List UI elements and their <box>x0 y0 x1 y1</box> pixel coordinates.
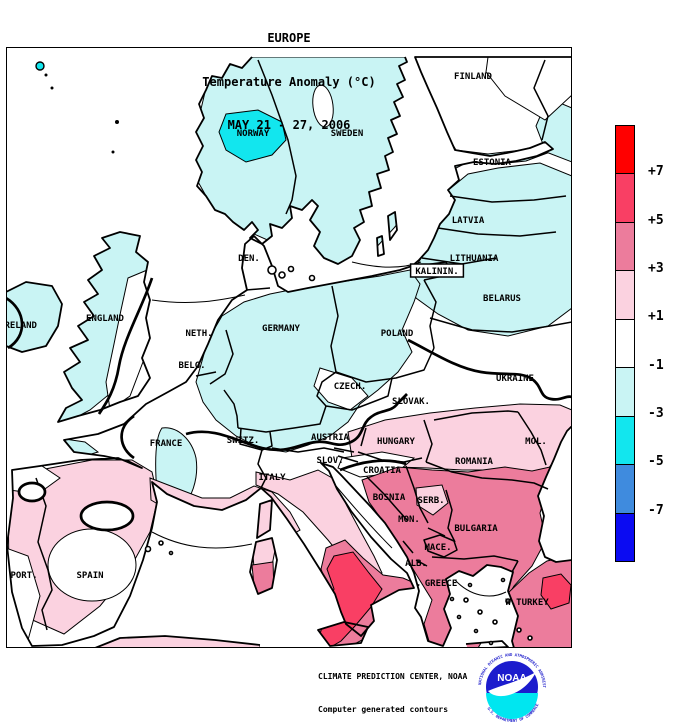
colorbar-segment <box>616 173 634 222</box>
map-country-label: MON. <box>398 515 420 525</box>
attribution-line2: Computer generated contours <box>318 705 449 714</box>
map-header: EUROPE Temperature Anomaly (°C) MAY 21 -… <box>6 2 572 162</box>
colorbar-segment <box>616 415 634 465</box>
map-country-label: MACE. <box>424 543 451 553</box>
map-country-label: NETH. <box>185 329 212 339</box>
map-country-label: SLOVAK. <box>392 397 430 407</box>
map-country-label: CZECH. <box>334 382 367 392</box>
map-country-label: NORWAY <box>237 129 270 139</box>
country-label-layer: NORWAY SWEDEN FINLAND ESTONIA LATVIA LITHUANI… <box>0 72 549 608</box>
coastlines <box>6 56 572 648</box>
colorbar-segment <box>616 270 634 319</box>
region-hottest-turkey <box>540 573 572 610</box>
logo-noaa-text: NOAA <box>497 673 526 684</box>
map-country-label: AUSTRIA <box>311 433 350 443</box>
colorbar-segment <box>616 512 634 561</box>
colorbar-tick-label: -3 <box>648 406 664 421</box>
map-country-label: FRANCE <box>150 439 183 449</box>
page-subtitle: Temperature Anomaly (°C) <box>202 74 376 89</box>
colorbar-tick-label: +3 <box>648 261 664 276</box>
map-country-label: IRELAND <box>0 321 38 331</box>
map-country-label: BELARUS <box>483 294 521 304</box>
map-country-label: MOL. <box>525 437 547 447</box>
colorbar-tick-label: +5 <box>648 212 664 228</box>
country-borders <box>35 59 572 631</box>
page-daterange: MAY 21 - 27, 2006 <box>227 118 351 132</box>
map-country-label: LATVIA <box>452 216 485 226</box>
map-country-label: ESTONIA <box>473 158 512 168</box>
colorbar-segment <box>616 464 634 513</box>
colorbar-tick-label: -5 <box>648 454 664 470</box>
page-title: EUROPE <box>267 31 311 45</box>
map-frame <box>6 47 572 648</box>
colorbar-segment <box>616 126 634 174</box>
colorbar-segment <box>616 367 634 416</box>
map-country-label: KALININ. <box>415 267 458 277</box>
map-country-label: SWITZ. <box>227 436 260 446</box>
map-country-label: ALB. <box>405 559 427 569</box>
region-coldcore-norway <box>218 109 287 163</box>
map-country-label: SPAIN <box>76 571 103 581</box>
map-country-label: BULGARIA <box>454 524 498 534</box>
map-country-label: SERB. <box>417 496 444 506</box>
colorbar-segment <box>616 318 634 368</box>
map-country-label: SLOV. <box>316 456 343 466</box>
colorbar-tick-label: +7 <box>648 164 664 180</box>
map-country-label: CROATIA <box>363 466 402 476</box>
map-country-label: LITHUANIA <box>450 254 499 264</box>
map-country-label: DEN. <box>238 254 260 264</box>
map-country-label: PORT. <box>10 571 37 581</box>
attribution-line1: CLIMATE PREDICTION CENTER, NOAA <box>318 672 468 681</box>
logo-sea <box>486 693 538 719</box>
map-country-label: FINLAND <box>454 72 493 82</box>
logo-seagull-icon <box>488 672 536 697</box>
map-country-label: ROMANIA <box>455 457 494 467</box>
small-islands <box>35 61 533 646</box>
colorbar-tick-labels: +7 +5 +3 +1 -1 -3 -5 -7 <box>648 125 673 560</box>
map-country-label: POLAND <box>381 329 414 339</box>
zero-contours <box>6 277 572 532</box>
colorbar-tick-label: +1 <box>648 309 664 325</box>
map-country-label: W.TURKEY <box>505 598 549 608</box>
map-country-label: BOSNIA <box>373 493 406 503</box>
colorbar-tick-label: -7 <box>648 502 664 518</box>
noaa-logo: NATIONAL OCEANIC AND ATMOSPHERIC ADMINIS… <box>477 652 547 723</box>
map-country-label: SWEDEN <box>331 129 364 139</box>
map-canvas: NORWAY SWEDEN FINLAND ESTONIA LATVIA LITHUANI… <box>0 47 572 648</box>
map-country-label: GERMANY <box>262 324 301 334</box>
map-country-label: BELG. <box>178 361 205 371</box>
colorbar-segment <box>616 221 634 271</box>
map-country-label: ITALY <box>258 473 286 483</box>
map-country-label: UKRAINE <box>496 374 534 384</box>
map-country-label: ENGLAND <box>86 314 125 324</box>
colorbar <box>615 125 635 562</box>
colorbar-tick-label: -1 <box>648 357 664 373</box>
attribution: CLIMATE PREDICTION CENTER, NOAA Computer… <box>318 649 467 723</box>
map-country-label: HUNGARY <box>377 437 416 447</box>
boxed-label-frame <box>409 263 465 278</box>
region-warm-serbia <box>415 484 449 516</box>
map-country-label: GREECE <box>425 579 458 589</box>
